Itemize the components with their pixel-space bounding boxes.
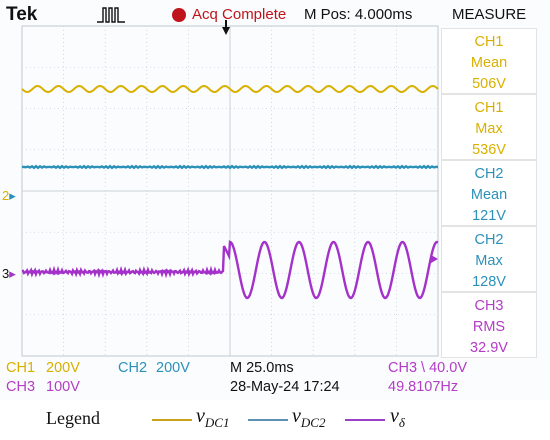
legend-vdelta-swatch: [345, 419, 385, 421]
ch3-label: CH3: [6, 379, 36, 395]
trigger-position-icon: [222, 27, 230, 35]
ch2-scale: 200V: [156, 360, 190, 376]
legend-vdelta-label: vδ: [390, 405, 405, 430]
ch3-trigger-level-icon: [431, 255, 438, 263]
ch3-ground-marker: 3▸: [2, 266, 16, 281]
ch3-waveform: [21, 240, 439, 300]
trigger-setting: CH3 \ 40.0V: [388, 360, 467, 376]
horizontal-position: M Pos: 4.000ms: [304, 6, 413, 23]
measure-ch3-rms[interactable]: CH3 RMS 32.9V: [441, 292, 537, 358]
ch2-ground-marker: 2▸: [2, 188, 16, 203]
ch1-waveform: [21, 84, 439, 94]
measure-ch1-max[interactable]: CH1 Max 536V: [441, 94, 537, 160]
measure-menu-title[interactable]: MEASURE: [452, 6, 527, 23]
legend-vdc1-label: vDC1: [196, 405, 230, 430]
measure-ch2-max[interactable]: CH2 Max 128V: [441, 226, 537, 292]
graticule-grid: [21, 25, 439, 357]
brand-logo: Tek: [6, 4, 38, 25]
measure-ch2-mean[interactable]: CH2 Mean 121V: [441, 160, 537, 226]
timestamp: 28-May-24 17:24: [230, 379, 340, 395]
pulse-trigger-icon: [97, 7, 125, 23]
waveform-display: [21, 20, 439, 357]
timebase: M 25.0ms: [230, 360, 294, 376]
ch2-label: CH2: [118, 360, 148, 376]
trigger-frequency: 49.8107Hz: [388, 379, 459, 395]
legend-vdc2-label: vDC2: [292, 405, 326, 430]
legend-title: Legend: [46, 408, 100, 428]
ch1-label: CH1: [6, 360, 36, 376]
acquisition-status-icon: [172, 8, 186, 22]
measure-ch1-mean[interactable]: CH1 Mean 506V: [441, 28, 537, 94]
legend: Legend vDC1 vDC2 vδ: [0, 400, 550, 440]
ch3-scale: 100V: [46, 379, 80, 395]
ch1-scale: 200V: [46, 360, 80, 376]
ch2-waveform: [21, 164, 439, 170]
legend-vdc2-swatch: [248, 419, 288, 421]
legend-vdc1-swatch: [152, 419, 192, 421]
oscilloscope-screen: Tek Acq Complete M Pos: 4.000ms MEASURE …: [2, 4, 537, 395]
acquisition-status: Acq Complete: [192, 6, 287, 23]
